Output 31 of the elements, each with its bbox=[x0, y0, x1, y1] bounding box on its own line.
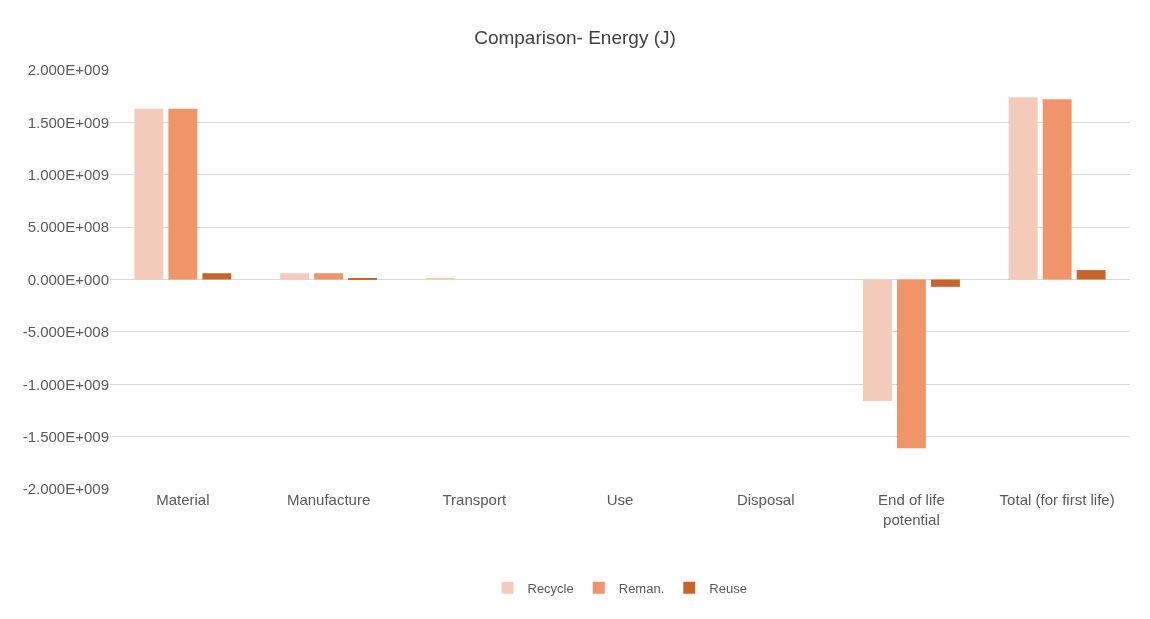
bar bbox=[930, 279, 960, 287]
y-tick-label: -5.000E+008 bbox=[22, 323, 109, 341]
x-tick-label: Use bbox=[606, 491, 634, 508]
bar bbox=[1042, 99, 1072, 280]
x-tick-label: Transport bbox=[442, 491, 507, 508]
x-tick-label: Manufacture bbox=[286, 491, 371, 508]
y-tick-label: 5.000E+008 bbox=[27, 218, 109, 236]
y-tick-label: -1.000E+009 bbox=[22, 375, 109, 393]
bar bbox=[168, 108, 198, 280]
legend-label: Recycle bbox=[527, 580, 574, 596]
chart-title: Comparison- Energy (J) bbox=[474, 27, 676, 49]
bar bbox=[280, 273, 310, 280]
bar bbox=[314, 273, 344, 280]
y-tick-label: 0.000E+000 bbox=[27, 270, 109, 288]
y-tick-label: 1.500E+009 bbox=[27, 113, 109, 131]
y-tick-label: 1.000E+009 bbox=[27, 166, 109, 183]
bar bbox=[862, 279, 892, 402]
x-tick-label: Total (for first life) bbox=[999, 491, 1115, 508]
y-tick-label: -1.500E+009 bbox=[22, 427, 109, 445]
bar bbox=[1008, 97, 1038, 280]
x-tick-label: Material bbox=[156, 491, 210, 508]
legend-label: Reman. bbox=[618, 580, 665, 596]
legend-label: Reuse bbox=[709, 580, 747, 596]
bar bbox=[896, 279, 926, 449]
x-tick-label: Disposal bbox=[736, 491, 795, 508]
bar bbox=[202, 273, 232, 280]
bar bbox=[1076, 270, 1106, 280]
bar bbox=[134, 108, 164, 280]
x-tick-label: End of life potential bbox=[878, 491, 945, 528]
y-tick-label: -2.000E+009 bbox=[22, 480, 109, 498]
y-tick-label: 2.000E+009 bbox=[27, 61, 109, 79]
